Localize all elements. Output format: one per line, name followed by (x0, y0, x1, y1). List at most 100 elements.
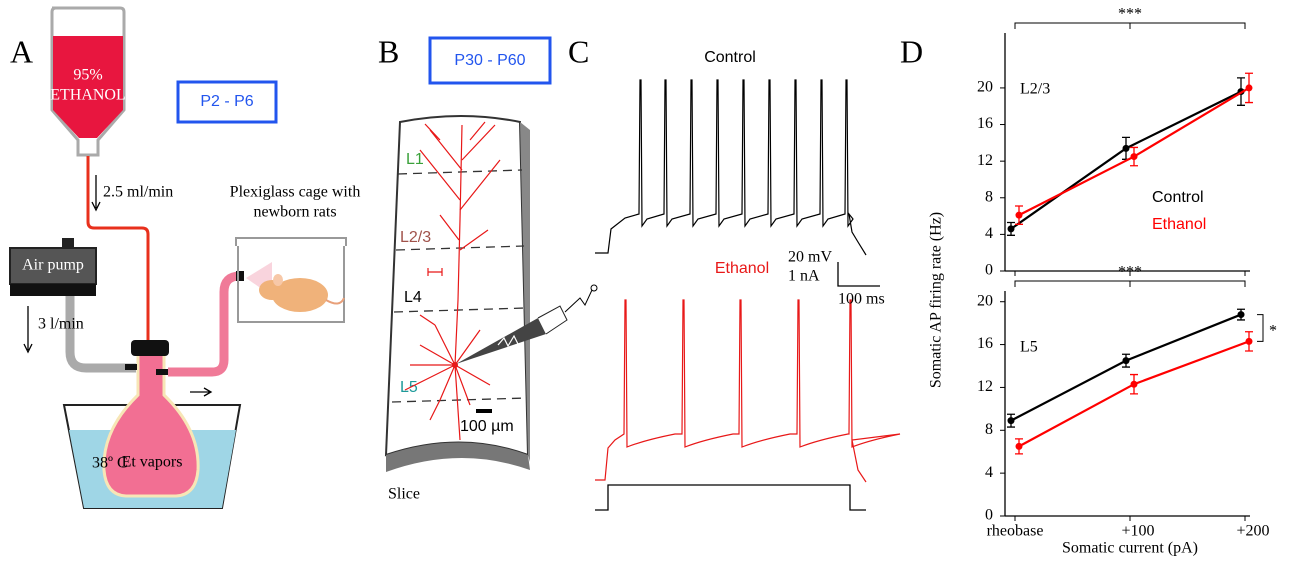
layer-label: L2/3 (400, 229, 431, 246)
ethanol-liquid (53, 36, 123, 138)
scale-label: 100 µm (460, 418, 514, 435)
data-point (1015, 442, 1023, 450)
flask-label: Et vapors (122, 454, 183, 471)
data-point (1130, 153, 1138, 161)
x-axis-label: Somatic current (pA) (1062, 540, 1198, 557)
vapor-hose (168, 271, 241, 377)
y-tick-label: 8 (985, 421, 993, 438)
annotation: * (1269, 323, 1277, 340)
data-point (1007, 225, 1015, 233)
annotation: *** (1118, 264, 1142, 281)
current-step (595, 484, 866, 511)
chart-title: L2/3 (1020, 81, 1050, 98)
y-tick-label: 8 (985, 188, 993, 205)
y-tick-label: 0 (985, 507, 993, 524)
bottle-label: ETHANOL (50, 87, 126, 104)
y-tick-label: 20 (977, 292, 993, 309)
data-point (1245, 337, 1253, 345)
dendrite-branches (419, 121, 501, 251)
scale-label: 1 nA (788, 268, 820, 285)
y-tick-label: 0 (985, 262, 993, 279)
basal-dendrites (404, 314, 491, 441)
neuron (404, 121, 501, 441)
apical-dendrite (454, 124, 463, 366)
soma (452, 362, 458, 368)
pipette-holder (537, 305, 568, 335)
layer-label: L4 (404, 289, 422, 306)
layer-line (391, 397, 528, 403)
significance-bracket (1257, 314, 1264, 342)
pump-label: Air pump (22, 257, 84, 274)
cage (235, 237, 347, 323)
y-tick-label: 16 (977, 115, 993, 132)
air-tube (65, 296, 136, 373)
data-point (1237, 311, 1245, 319)
panel-label: A (10, 33, 33, 69)
significance-bracket (1014, 22, 1246, 29)
electrode-end (590, 284, 598, 292)
connector (156, 369, 168, 375)
layer-lines (391, 169, 528, 403)
rat-ear (273, 274, 283, 286)
data-point (1130, 380, 1138, 388)
bottle-label: 95% (73, 67, 102, 84)
ethanol-trace (595, 299, 901, 483)
cage-label: Plexiglass cage with (230, 184, 361, 201)
marker (427, 268, 443, 276)
scale-bar (837, 262, 880, 287)
layer-line (393, 307, 526, 313)
layer-line (395, 245, 525, 251)
annotation: *** (1118, 6, 1142, 23)
panel-label: C (568, 33, 589, 69)
slice-side (520, 122, 530, 462)
layer-label: L1 (406, 151, 424, 168)
pump-knob (62, 238, 74, 248)
y-tick-label: 16 (977, 335, 993, 352)
electrode-lead (564, 289, 593, 313)
panel-label: B (378, 33, 399, 69)
trace-label: Ethanol (715, 260, 769, 277)
age-box (176, 80, 278, 124)
control-trace (595, 79, 867, 256)
scale-label: 100 ms (838, 291, 885, 308)
cage-label: newborn rats (253, 204, 336, 221)
flow-label: 2.5 ml/min (103, 184, 173, 201)
x-tick-label: rheobase (987, 523, 1044, 540)
legend-entry: Ethanol (1152, 216, 1206, 233)
chart-title: L5 (1020, 339, 1038, 356)
arrow (91, 175, 101, 212)
flow-label: 3 l/min (38, 316, 84, 333)
x-tick-label: +200 (1236, 523, 1269, 540)
age-label: P30 - P60 (454, 52, 525, 69)
slice-label: Slice (388, 486, 420, 503)
data-point (1122, 144, 1130, 152)
y-tick-label: 4 (985, 225, 993, 242)
data-point (1122, 357, 1130, 365)
legend-entry: Control (1152, 189, 1204, 206)
panel-label: D (900, 33, 923, 69)
age-label: P2 - P6 (200, 93, 253, 110)
significance-bracket (1014, 280, 1246, 287)
flask-cap (131, 340, 169, 356)
data-point (1007, 417, 1015, 425)
y-tick-label: 12 (977, 152, 993, 169)
rat-tail (325, 297, 345, 305)
layer-line (397, 169, 523, 175)
arrow (190, 387, 213, 397)
slice-bottom (386, 442, 530, 472)
air-pump (9, 247, 97, 285)
rat-body (272, 278, 328, 312)
connector (236, 271, 244, 281)
age-box (428, 36, 552, 85)
arrow (23, 306, 33, 354)
bath-label: 38º C (92, 455, 128, 472)
scale-label: 20 mV (788, 249, 832, 266)
y-axis-label: Somatic AP firing rate (Hz) (928, 212, 945, 388)
x-tick-label: +100 (1121, 523, 1154, 540)
data-point (1245, 84, 1253, 92)
electrode-wire (497, 334, 519, 348)
y-tick-label: 12 (977, 378, 993, 395)
air-pump-base (10, 284, 96, 296)
data-point (1015, 211, 1023, 219)
